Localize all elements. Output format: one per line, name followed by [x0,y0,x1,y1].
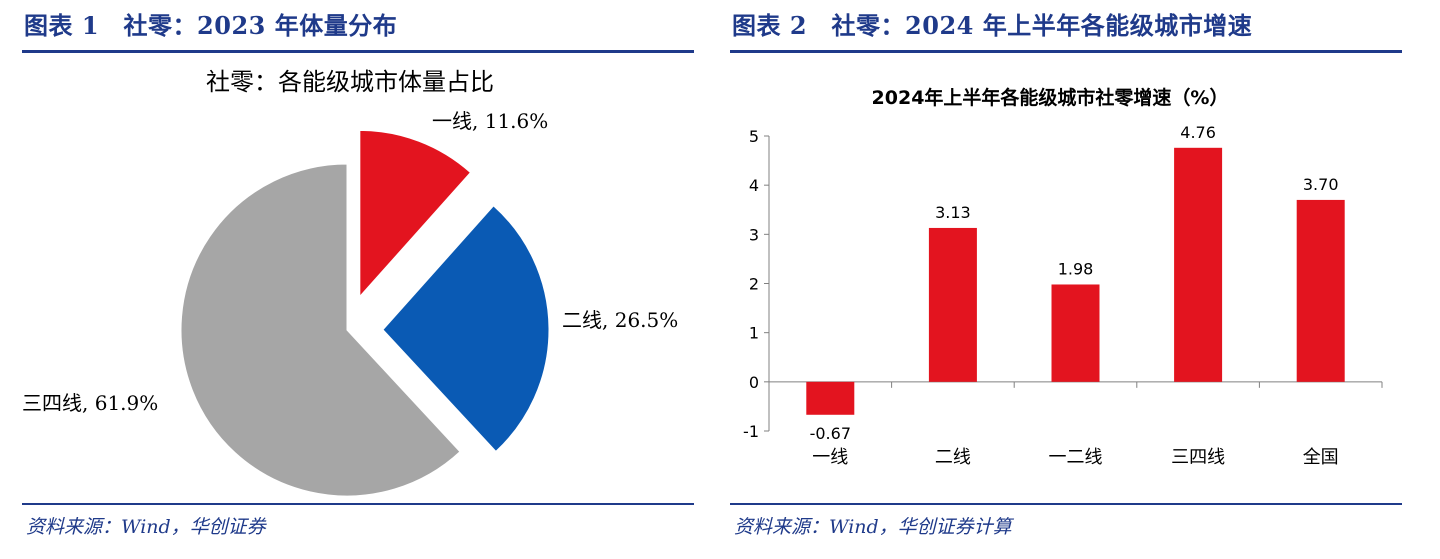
pie-slice-2 [382,205,550,453]
figure-2-panel: 图表 2 社零：2024 年上半年各能级城市增速 2024年上半年各能级城市社零… [730,0,1402,559]
x-category-label-3: 一二线 [1049,447,1103,468]
x-category-label-5: 全国 [1303,447,1339,468]
y-tick-label: 3 [749,225,759,244]
bar-4 [1174,147,1223,382]
x-category-label-1: 一线 [812,447,848,468]
pie-slice-1 [359,129,472,298]
figure-1-top-rule [22,50,694,53]
figure-1-panel: 图表 1 社零：2023 年体量分布 社零：各能级城市体量占比一线, 11.6%… [22,0,694,559]
figure-1-bottom-rule [22,503,694,505]
bar-3 [1051,284,1100,382]
x-category-label-4: 三四线 [1171,447,1225,468]
bar-chart: 2024年上半年各能级城市社零增速（%） -1 0 1 2 3 4 5 -0.67 一线 3.13 二… [743,86,1383,468]
figure-2-bottom-rule [730,503,1402,505]
bar-value-label-5: 3.70 [1303,175,1339,194]
y-tick-label: 0 [749,373,759,392]
figure-2-top-rule [730,50,1402,53]
y-tick-label: 1 [749,324,759,343]
bar-chart-title: 2024年上半年各能级城市社零增速（%） [872,86,1229,109]
figure-1-title: 图表 1 社零：2023 年体量分布 [24,11,398,40]
bar-value-label-4: 4.76 [1180,123,1216,142]
bar-5 [1296,199,1345,382]
bar-1 [806,381,855,415]
pie-label-2: 二线, 26.5% [562,308,678,332]
x-category-label-2: 二线 [935,447,971,468]
pie-label-1: 一线, 11.6% [432,109,548,133]
figure-2-title: 图表 2 社零：2024 年上半年各能级城市增速 [732,11,1253,40]
y-tick-label: 4 [749,176,759,195]
bar-value-label-3: 1.98 [1058,259,1094,278]
bar-value-label-2: 3.13 [935,203,971,222]
figure-2-source: 资料来源：Wind，华创证券计算 [734,516,1012,538]
pie-label-3: 三四线, 61.9% [22,391,158,415]
y-tick-label: -1 [743,422,759,441]
y-tick-label: 2 [749,275,759,294]
bar-2 [928,227,977,382]
pie-chart-title: 社零：各能级城市体量占比 [206,68,494,96]
figure-1-source: 资料来源：Wind，华创证券 [26,516,266,538]
pie-slice-3 [180,163,461,497]
bar-value-label-1: -0.67 [810,424,851,443]
y-tick-label: 5 [749,127,759,146]
